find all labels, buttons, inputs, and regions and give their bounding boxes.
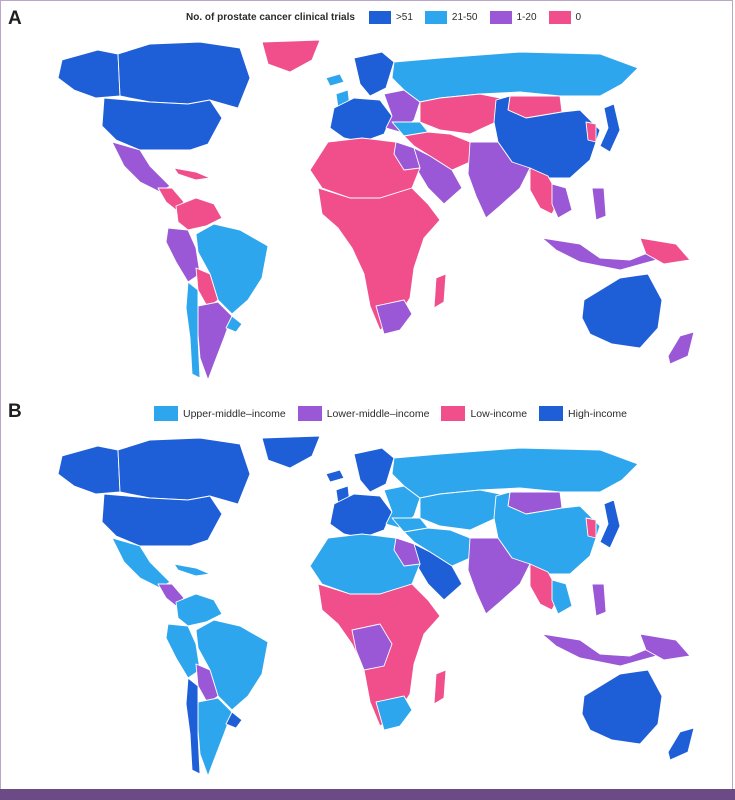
world-map-income bbox=[57, 435, 695, 777]
region-madagascar bbox=[433, 669, 447, 705]
region-new-zealand bbox=[667, 331, 695, 365]
region-argentina bbox=[197, 301, 233, 381]
region-usa bbox=[101, 493, 223, 547]
region-australia bbox=[581, 273, 663, 349]
region-chile bbox=[185, 677, 201, 775]
region-scandinavia bbox=[353, 51, 395, 97]
region-brazil bbox=[195, 223, 269, 315]
region-colombia-venezuela bbox=[175, 593, 223, 627]
legend-swatch-21-50 bbox=[424, 11, 447, 24]
region-brazil bbox=[195, 619, 269, 711]
legend-item-low-income: Low-income bbox=[441, 406, 527, 421]
legend-item-21-50: 21-50 bbox=[424, 11, 478, 24]
region-japan bbox=[599, 103, 621, 153]
legend-item-upper-middle: Upper-middle–income bbox=[154, 406, 286, 421]
legend-label-gt51: >51 bbox=[395, 12, 413, 23]
region-indonesia bbox=[541, 633, 657, 667]
region-sub-saharan-africa bbox=[317, 187, 441, 331]
region-uruguay bbox=[225, 711, 243, 729]
region-indonesia bbox=[541, 237, 657, 271]
region-thailand bbox=[551, 579, 573, 615]
region-iceland bbox=[325, 73, 345, 87]
region-chile bbox=[185, 281, 201, 379]
region-alaska bbox=[57, 445, 121, 495]
legend-swatch-gt51 bbox=[368, 11, 391, 24]
region-central-asia bbox=[419, 93, 501, 135]
region-madagascar bbox=[433, 273, 447, 309]
region-canada bbox=[117, 41, 251, 109]
region-japan bbox=[599, 499, 621, 549]
panel-b-legend: Upper-middle–income Lower-middle–income … bbox=[154, 406, 639, 421]
legend-item-lower-middle: Lower-middle–income bbox=[297, 406, 430, 421]
legend-swatch-lower-middle bbox=[297, 406, 322, 421]
region-india bbox=[467, 141, 531, 219]
region-peru bbox=[165, 227, 201, 283]
panel-b-label: B bbox=[8, 401, 22, 422]
legend-swatch-0 bbox=[548, 11, 571, 24]
legend-title: No. of prostate cancer clinical trials bbox=[186, 12, 355, 23]
legend-swatch-high-income bbox=[539, 406, 564, 421]
region-peru bbox=[165, 623, 201, 679]
legend-swatch-1-20 bbox=[489, 11, 512, 24]
legend-item-high-income: High-income bbox=[539, 406, 627, 421]
region-western-europe bbox=[329, 97, 393, 143]
region-korea bbox=[585, 517, 597, 539]
legend-label-low-income: Low-income bbox=[470, 407, 528, 420]
region-central-africa bbox=[351, 623, 393, 671]
legend-label-1-20: 1-20 bbox=[516, 12, 537, 23]
world-map-trials bbox=[57, 39, 695, 381]
region-australia bbox=[581, 669, 663, 745]
panel-a-label: A bbox=[8, 8, 22, 29]
panel-a-legend: No. of prostate cancer clinical trials >… bbox=[186, 11, 593, 24]
region-western-europe bbox=[329, 493, 393, 539]
region-canada bbox=[117, 437, 251, 505]
region-colombia-venezuela bbox=[175, 197, 223, 231]
legend-item-gt51: >51 bbox=[368, 11, 413, 24]
region-south-africa bbox=[375, 695, 413, 731]
region-greenland bbox=[261, 39, 321, 73]
region-usa bbox=[101, 97, 223, 151]
legend-swatch-low-income bbox=[441, 406, 466, 421]
legend-swatch-upper-middle bbox=[154, 406, 178, 421]
region-egypt bbox=[393, 537, 421, 567]
region-philippines bbox=[591, 583, 607, 617]
legend-label-21-50: 21-50 bbox=[451, 12, 478, 23]
footer-bar bbox=[0, 789, 735, 800]
region-south-africa bbox=[375, 299, 413, 335]
region-argentina bbox=[197, 697, 233, 777]
region-new-zealand bbox=[667, 727, 695, 761]
region-russia bbox=[391, 51, 639, 103]
legend-item-1-20: 1-20 bbox=[489, 11, 537, 24]
region-central-asia bbox=[419, 489, 501, 531]
region-philippines bbox=[591, 187, 607, 221]
legend-label-upper-middle: Upper-middle–income bbox=[183, 407, 286, 420]
region-caribbean bbox=[173, 167, 211, 181]
legend-item-0: 0 bbox=[548, 11, 582, 24]
region-papua bbox=[639, 633, 691, 661]
legend-label-high-income: High-income bbox=[568, 407, 627, 420]
region-egypt bbox=[393, 141, 421, 171]
region-india bbox=[467, 537, 531, 615]
region-korea bbox=[585, 121, 597, 143]
region-papua bbox=[639, 237, 691, 265]
region-caribbean bbox=[173, 563, 211, 577]
legend-label-0: 0 bbox=[575, 12, 582, 23]
legend-label-lower-middle: Lower-middle–income bbox=[326, 407, 430, 420]
region-iceland bbox=[325, 469, 345, 483]
region-scandinavia bbox=[353, 447, 395, 493]
region-greenland bbox=[261, 435, 321, 469]
region-russia bbox=[391, 447, 639, 499]
region-thailand bbox=[551, 183, 573, 219]
region-uruguay bbox=[225, 315, 243, 333]
region-alaska bbox=[57, 49, 121, 99]
